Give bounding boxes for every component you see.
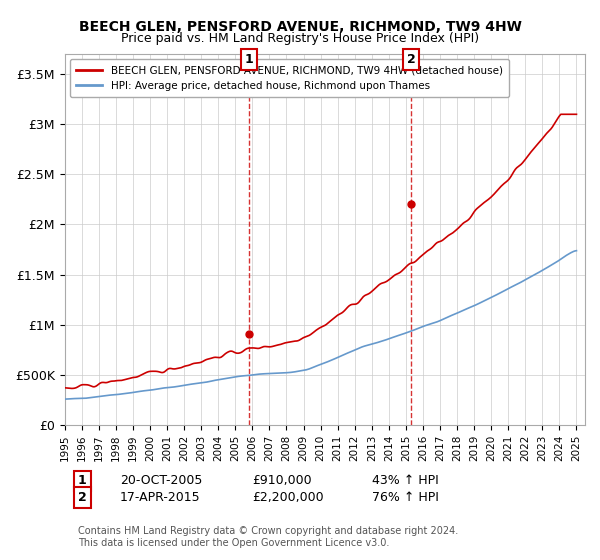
Text: 20-OCT-2005: 20-OCT-2005 [120,474,202,487]
Text: 76% ↑ HPI: 76% ↑ HPI [372,491,439,504]
Text: 2: 2 [407,53,415,66]
Text: 1: 1 [245,53,253,66]
Text: 2: 2 [78,491,87,504]
Text: £2,200,000: £2,200,000 [252,491,323,504]
Text: 17-APR-2015: 17-APR-2015 [120,491,200,504]
Text: Price paid vs. HM Land Registry's House Price Index (HPI): Price paid vs. HM Land Registry's House … [121,32,479,45]
Text: 43% ↑ HPI: 43% ↑ HPI [372,474,439,487]
Legend: BEECH GLEN, PENSFORD AVENUE, RICHMOND, TW9 4HW (detached house), HPI: Average pr: BEECH GLEN, PENSFORD AVENUE, RICHMOND, T… [70,59,509,97]
Text: Contains HM Land Registry data © Crown copyright and database right 2024.
This d: Contains HM Land Registry data © Crown c… [78,526,458,548]
Text: 1: 1 [78,474,87,487]
Text: BEECH GLEN, PENSFORD AVENUE, RICHMOND, TW9 4HW: BEECH GLEN, PENSFORD AVENUE, RICHMOND, T… [79,20,521,34]
Text: £910,000: £910,000 [252,474,311,487]
